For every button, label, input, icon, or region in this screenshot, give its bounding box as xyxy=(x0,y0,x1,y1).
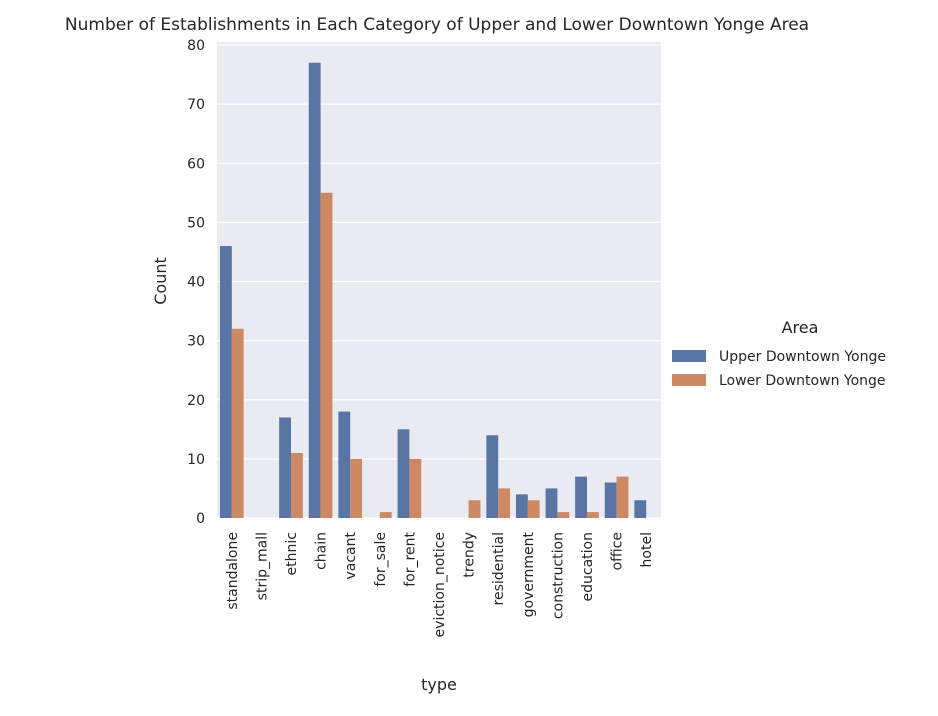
x-tick-label: strip_mall xyxy=(254,532,270,600)
x-tick-label: education xyxy=(580,532,596,601)
bar-office-series-1 xyxy=(604,482,617,518)
bar-for_rent-series-2 xyxy=(409,458,422,518)
bar-chain-series-2 xyxy=(320,192,333,518)
bar-office-series-2 xyxy=(616,476,629,518)
bar-standalone-series-2 xyxy=(231,328,244,518)
bar-chain-series-1 xyxy=(308,62,321,519)
x-tick-label: trendy xyxy=(462,532,478,578)
legend: Area Upper Downtown Yonge Lower Downtown … xyxy=(672,318,886,389)
x-tick-label: chain xyxy=(314,532,330,570)
x-axis-label: type xyxy=(421,675,457,694)
bar-for_sale-series-2 xyxy=(379,512,392,518)
bar-for_rent-series-1 xyxy=(397,429,410,518)
x-tick-label: eviction_notice xyxy=(432,532,448,637)
chart-title: Number of Establishments in Each Categor… xyxy=(65,15,809,35)
x-tick-label: construction xyxy=(550,532,566,619)
bar-government-series-1 xyxy=(515,494,528,518)
bars xyxy=(219,62,647,519)
bar-construction-series-1 xyxy=(545,488,558,518)
x-tick-label: government xyxy=(521,532,537,618)
bar-standalone-series-1 xyxy=(219,246,232,518)
x-tick-label: hotel xyxy=(639,532,655,567)
bar-residential-series-2 xyxy=(498,488,511,518)
y-tick-label: 40 xyxy=(187,275,205,291)
bar-trendy-series-2 xyxy=(468,500,481,518)
legend-swatch xyxy=(672,350,706,362)
x-tick-label: ethnic xyxy=(284,532,300,575)
x-tick-label: standalone xyxy=(225,532,241,610)
bar-construction-series-2 xyxy=(557,512,570,518)
y-tick-label: 50 xyxy=(187,215,205,231)
x-tick-label: for_rent xyxy=(402,532,418,587)
x-tick-label: for_sale xyxy=(373,532,389,587)
legend-label: Lower Downtown Yonge xyxy=(719,373,886,389)
bar-government-series-2 xyxy=(527,500,540,518)
y-tick-label: 10 xyxy=(187,452,205,468)
x-tick-label: residential xyxy=(491,532,507,605)
y-tick-label: 80 xyxy=(187,38,205,54)
bar-ethnic-series-1 xyxy=(279,417,291,518)
legend-swatch xyxy=(672,374,706,386)
x-tick-label: office xyxy=(610,532,626,570)
y-axis-label: Count xyxy=(151,257,170,305)
y-tick-label: 20 xyxy=(187,393,205,409)
x-tick-label: vacant xyxy=(343,532,359,580)
bar-ethnic-series-2 xyxy=(291,452,303,518)
x-axis-ticks: standalone strip_mall ethnic chain vacant for… xyxy=(225,532,655,638)
y-tick-label: 70 xyxy=(187,97,205,113)
bar-education-series-1 xyxy=(575,476,587,518)
legend-label: Upper Downtown Yonge xyxy=(719,349,886,365)
y-axis-ticks: 0 10 20 30 40 50 60 70 80 xyxy=(187,38,205,527)
bar-education-series-2 xyxy=(587,512,599,518)
y-tick-label: 60 xyxy=(187,156,205,172)
bar-vacant-series-1 xyxy=(338,411,351,518)
y-tick-label: 0 xyxy=(196,511,205,527)
y-tick-label: 30 xyxy=(187,334,205,350)
bar-vacant-series-2 xyxy=(350,458,363,518)
bar-residential-series-1 xyxy=(486,435,499,518)
bar-hotel-series-1 xyxy=(634,500,647,518)
legend-title: Area xyxy=(782,318,819,337)
